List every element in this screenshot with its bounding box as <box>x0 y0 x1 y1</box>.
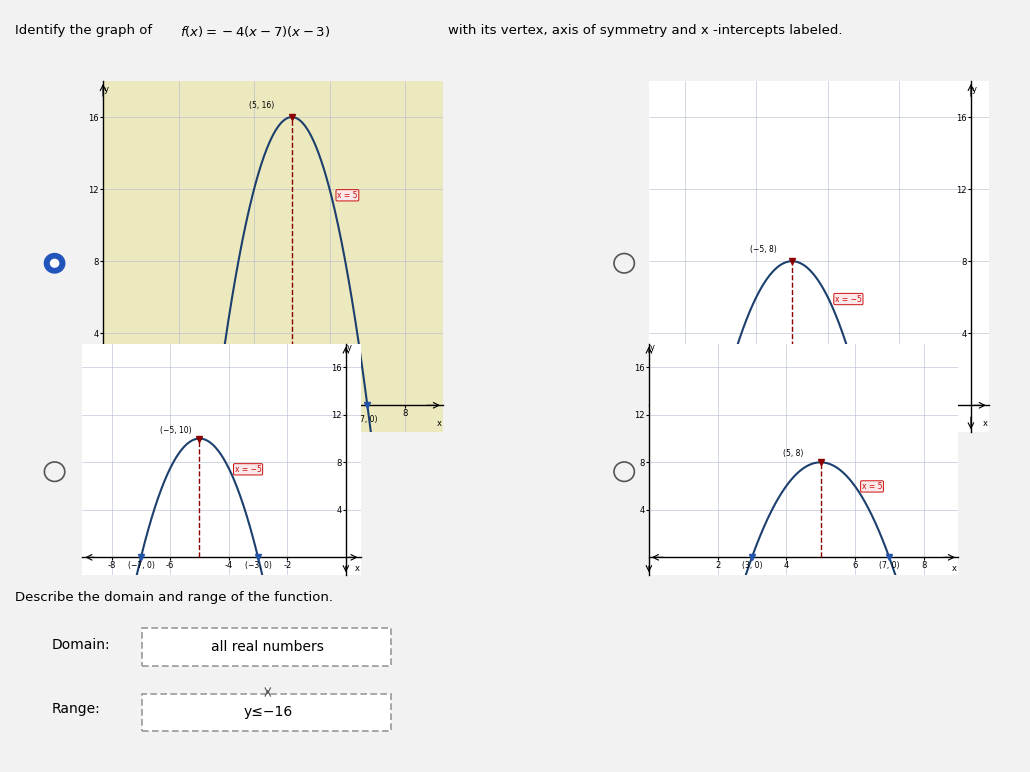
Text: x: x <box>437 419 442 428</box>
Text: (7, 0): (7, 0) <box>879 561 899 570</box>
Text: y: y <box>971 85 976 93</box>
Text: Domain:: Domain: <box>52 638 110 652</box>
Text: y: y <box>104 85 109 93</box>
Text: with its vertex, axis of symmetry and x -intercepts labeled.: with its vertex, axis of symmetry and x … <box>448 24 843 37</box>
Text: x = 5: x = 5 <box>862 482 883 491</box>
Text: (−3, 0): (−3, 0) <box>850 415 877 424</box>
Text: (−7, 0): (−7, 0) <box>128 561 154 570</box>
Text: all real numbers: all real numbers <box>211 639 324 654</box>
Text: (−5, 10): (−5, 10) <box>161 425 192 435</box>
Text: x = 5: x = 5 <box>337 191 357 200</box>
Text: y≤−16: y≤−16 <box>243 705 293 720</box>
Text: $f(x)=-4(x-7)(x-3)$: $f(x)=-4(x-7)(x-3)$ <box>180 24 331 39</box>
FancyBboxPatch shape <box>141 694 391 731</box>
Circle shape <box>44 253 65 273</box>
Text: Range:: Range: <box>52 702 100 716</box>
Text: y: y <box>346 344 351 353</box>
Text: Describe the domain and range of the function.: Describe the domain and range of the fun… <box>15 591 334 604</box>
Text: (−3, 0): (−3, 0) <box>244 561 272 570</box>
Text: x: x <box>952 564 957 574</box>
Text: x = −5: x = −5 <box>235 465 262 474</box>
FancyBboxPatch shape <box>141 628 391 665</box>
Text: (5, 8): (5, 8) <box>783 449 803 459</box>
Text: (5, 16): (5, 16) <box>249 101 274 110</box>
Text: (7, 0): (7, 0) <box>357 415 378 424</box>
Text: Identify the graph of: Identify the graph of <box>15 24 152 37</box>
Text: x = −5: x = −5 <box>835 295 862 303</box>
Text: (−7, 0): (−7, 0) <box>707 415 734 424</box>
Text: y: y <box>650 344 655 353</box>
Text: (3, 0): (3, 0) <box>742 561 762 570</box>
Text: x: x <box>983 419 988 428</box>
Circle shape <box>50 259 59 267</box>
Text: (−5, 8): (−5, 8) <box>750 245 777 254</box>
Text: (3, 0): (3, 0) <box>206 415 227 424</box>
Text: x: x <box>355 564 359 574</box>
